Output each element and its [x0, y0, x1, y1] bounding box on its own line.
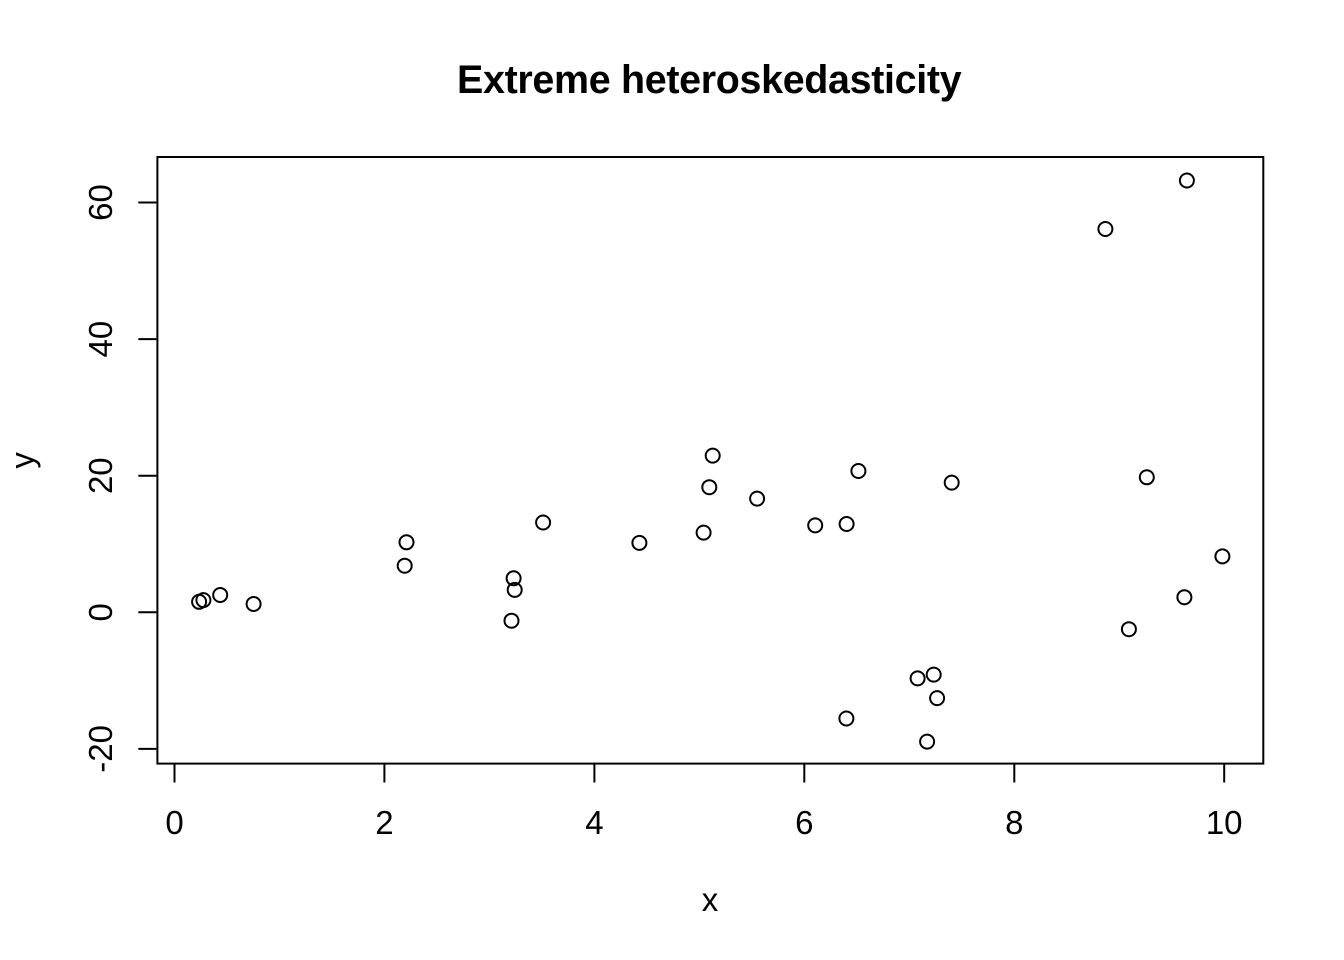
svg-text:0: 0 [165, 804, 183, 841]
svg-text:40: 40 [82, 321, 119, 358]
svg-text:4: 4 [585, 804, 603, 841]
svg-text:-20: -20 [82, 725, 119, 773]
svg-text:20: 20 [82, 457, 119, 494]
svg-text:0: 0 [82, 603, 119, 621]
svg-text:8: 8 [1005, 804, 1023, 841]
svg-text:2: 2 [375, 804, 393, 841]
svg-text:6: 6 [795, 804, 813, 841]
svg-text:Extreme heteroskedasticity: Extreme heteroskedasticity [457, 58, 962, 102]
svg-text:y: y [4, 452, 41, 469]
svg-text:60: 60 [82, 184, 119, 221]
svg-text:x: x [702, 881, 719, 918]
svg-text:10: 10 [1206, 804, 1243, 841]
